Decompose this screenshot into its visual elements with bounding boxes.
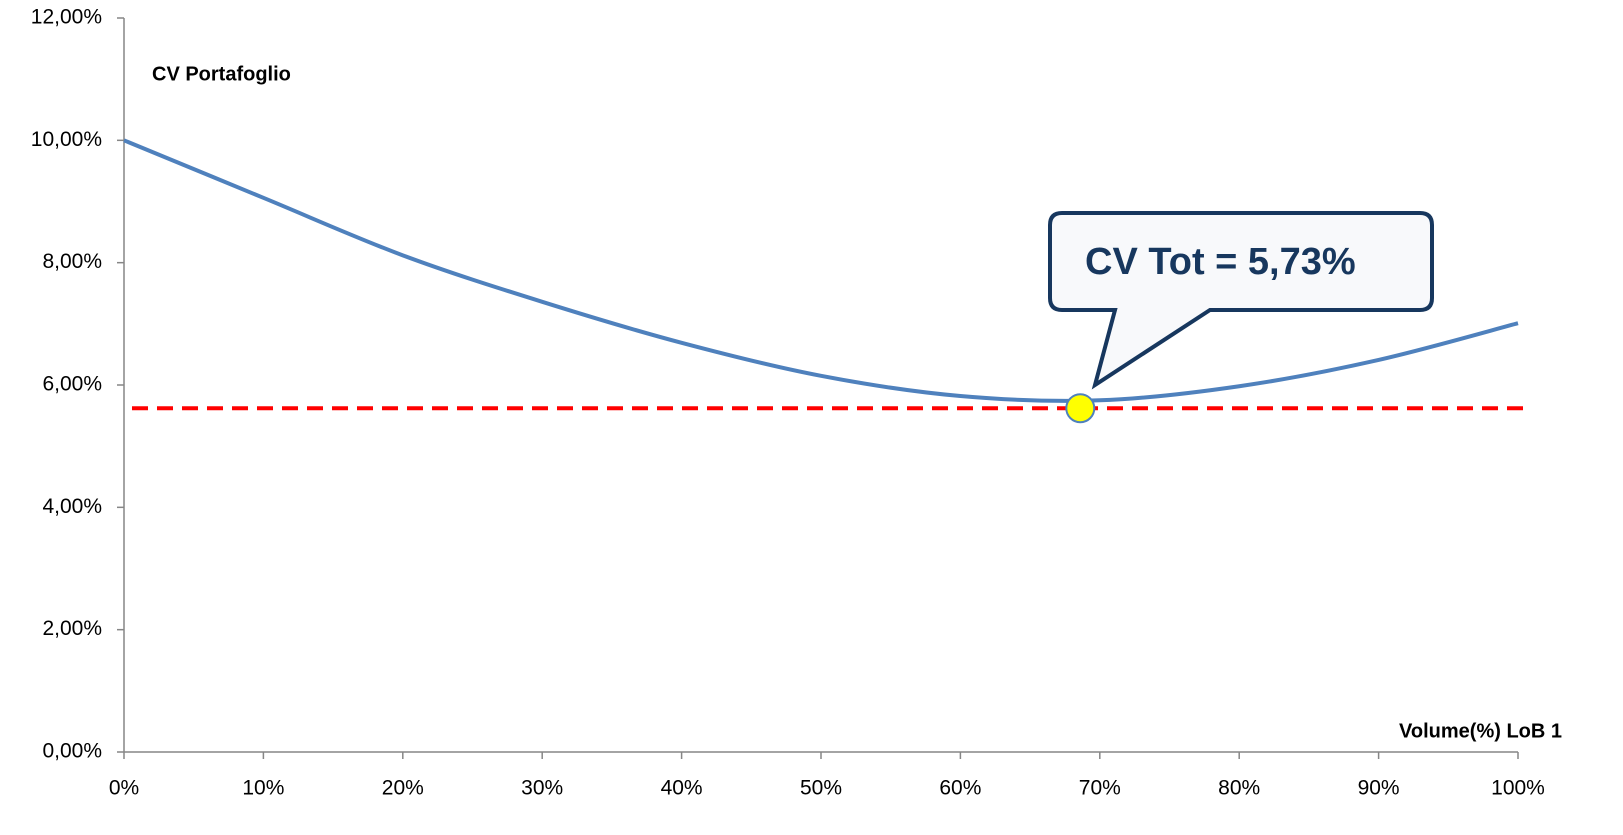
y-tick-label: 12,00% [31,6,102,29]
curve [123,138,1519,403]
y-tick-label: 8,00% [42,250,102,273]
x-tick-label: 90% [1358,777,1400,800]
x-tick-label: 60% [939,777,981,800]
x-tick-label: 0% [109,777,139,800]
x-tick-label: 30% [521,777,563,800]
x-tick-label: 50% [800,777,842,800]
y-tick-label: 4,00% [42,495,102,518]
marker [1065,393,1096,424]
annotation: CV Tot = 5,73% [1085,241,1356,283]
x-tick-label: 40% [661,777,703,800]
x-tick-label: 10% [242,777,284,800]
x-tick-label: 100% [1491,777,1545,800]
x-tick-label: 20% [382,777,424,800]
x-axis-label: Volume(%) LoB 1 [1399,720,1562,742]
x-tick-label: 70% [1079,777,1121,800]
y-axis-label: CV Portafoglio [152,63,291,85]
y-tick-label: 0,00% [42,740,102,763]
callout [1048,211,1434,390]
x-tick-label: 80% [1218,777,1260,800]
y-tick-label: 6,00% [42,373,102,396]
y-tick-label: 2,00% [42,617,102,640]
y-tick-label: 10,00% [31,128,102,151]
